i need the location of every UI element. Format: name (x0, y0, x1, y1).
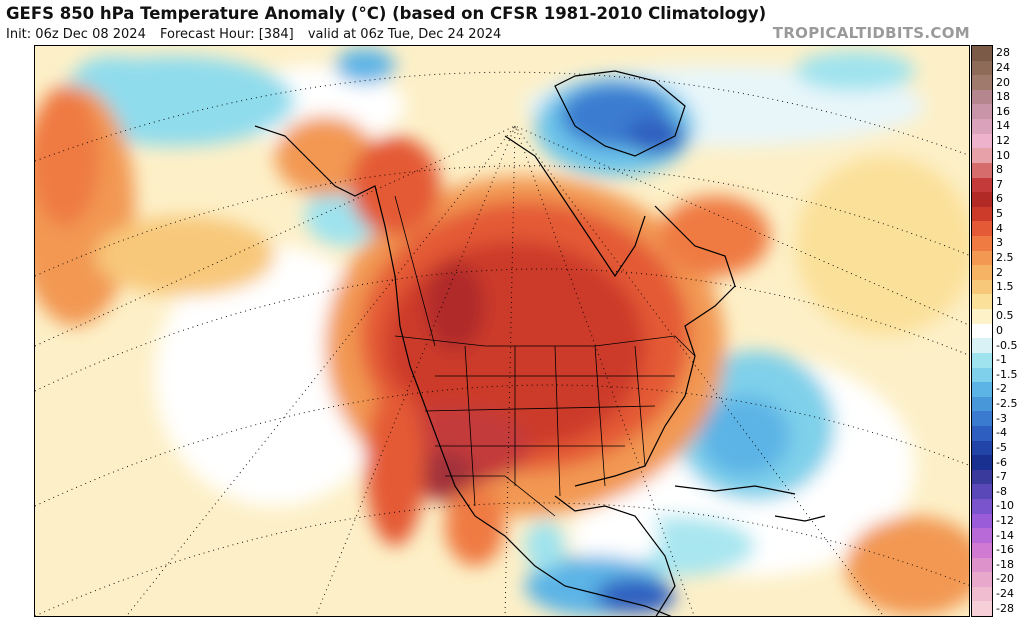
colorbar-swatch (972, 133, 992, 149)
colorbar-label: 14 (996, 119, 1010, 133)
colorbar-label: 8 (996, 163, 1003, 177)
colorbar-swatch (972, 236, 992, 252)
colorbar-label: 24 (996, 60, 1010, 74)
colorbar-swatch (972, 528, 992, 544)
colorbar-label: -16 (996, 543, 1014, 557)
colorbar-swatch (972, 411, 992, 427)
colorbar-label: -28 (996, 601, 1014, 615)
colorbar-swatch (972, 557, 992, 573)
colorbar-label: 18 (996, 90, 1010, 104)
map-svg (35, 46, 969, 616)
colorbar-label: 10 (996, 148, 1010, 162)
colorbar-label: 2 (996, 265, 1003, 279)
state-border-lines (394, 195, 696, 517)
colorbar-swatch (972, 542, 992, 559)
colorbar-swatch (972, 221, 992, 237)
colorbar-label: -18 (996, 557, 1014, 571)
colorbar-label: 4 (996, 221, 1003, 235)
chart-title: GEFS 850 hPa Temperature Anomaly (°C) (b… (6, 4, 767, 23)
colorbar-label: 16 (996, 104, 1010, 118)
colorbar-swatch (972, 104, 992, 120)
colorbar-swatch (972, 46, 992, 62)
colorbar-label: 1 (996, 294, 1003, 308)
colorbar-swatch (972, 352, 992, 369)
colorbar-swatch (972, 586, 992, 602)
colorbar-swatch (972, 119, 992, 135)
anomaly-map[interactable] (34, 45, 970, 617)
forecast-hour: Forecast Hour: [384] (159, 27, 294, 42)
colorbar-swatch (972, 382, 992, 398)
colorbar-label: 5 (996, 207, 1003, 221)
colorbar-label: 28 (996, 46, 1010, 60)
colorbar-label: 7 (996, 177, 1003, 191)
colorbar-swatch (972, 192, 992, 208)
colorbar-swatch (972, 338, 992, 354)
colorbar-label: -6 (996, 455, 1007, 469)
colorbar-swatch (972, 469, 992, 485)
colorbar-label: -12 (996, 514, 1014, 527)
colorbar-label: -3 (996, 411, 1007, 425)
colorbar-label: 2.5 (996, 250, 1014, 264)
colorbar-label: 6 (996, 192, 1003, 206)
chart-subtitle: Init: 06z Dec 08 2024 Forecast Hour: [38… (6, 27, 511, 42)
colorbar-label: -24 (996, 587, 1014, 601)
colorbar-swatch (972, 294, 992, 310)
colorbar-swatch (972, 89, 992, 105)
site-brand: TROPICALTIDBITS.COM (772, 24, 970, 42)
colorbar-swatch (972, 455, 992, 471)
colorbar-label: 3 (996, 236, 1003, 250)
colorbar-label: -1.5 (996, 367, 1018, 381)
colorbar-swatch (972, 426, 992, 442)
init-time: Init: 06z Dec 08 2024 (6, 27, 146, 42)
colorbar-swatch (972, 309, 992, 325)
colorbar-swatch (972, 206, 992, 222)
colorbar-label: -4 (996, 426, 1007, 440)
colorbar-swatch (972, 177, 992, 193)
colorbar-swatch (972, 367, 992, 383)
colorbar-swatch (972, 148, 992, 164)
colorbar-swatch (972, 572, 992, 588)
colorbar-swatch (972, 162, 992, 179)
colorbar-swatch (972, 513, 992, 529)
colorbar-label: 20 (996, 75, 1010, 89)
colorbar-label: -20 (996, 572, 1014, 586)
colorbar-swatch (972, 499, 992, 515)
colorbar-swatch (972, 601, 992, 617)
colorbar-swatch (972, 75, 992, 91)
colorbar-label: -7 (996, 470, 1007, 484)
colorbar-label: -1 (996, 353, 1007, 367)
graticule-lines (35, 71, 969, 616)
colorbar-swatch (972, 279, 992, 295)
colorbar-label: -8 (996, 484, 1007, 498)
valid-time: valid at 06z Tue, Dec 24 2024 (307, 27, 502, 42)
colorbar-swatch (972, 484, 992, 500)
colorbar-label: -5 (996, 440, 1007, 454)
colorbar-label: 12 (996, 134, 1010, 147)
colorbar-label: 1.5 (996, 280, 1014, 294)
colorbar-label: 0 (996, 324, 1003, 337)
colorbar-label: -10 (996, 499, 1014, 513)
colorbar-label: -2 (996, 382, 1007, 396)
colorbar-swatch (972, 323, 992, 339)
colorbar-swatch (972, 440, 992, 456)
colorbar-label: -0.5 (996, 338, 1018, 352)
colorbar-label: -2.5 (996, 397, 1018, 411)
colorbar (971, 45, 993, 617)
colorbar-label: 0.5 (996, 309, 1014, 323)
colorbar-swatch (972, 265, 992, 281)
colorbar-swatch (972, 60, 992, 76)
colorbar-swatch (972, 396, 992, 412)
colorbar-label: -14 (996, 528, 1014, 542)
colorbar-swatch (972, 250, 992, 266)
